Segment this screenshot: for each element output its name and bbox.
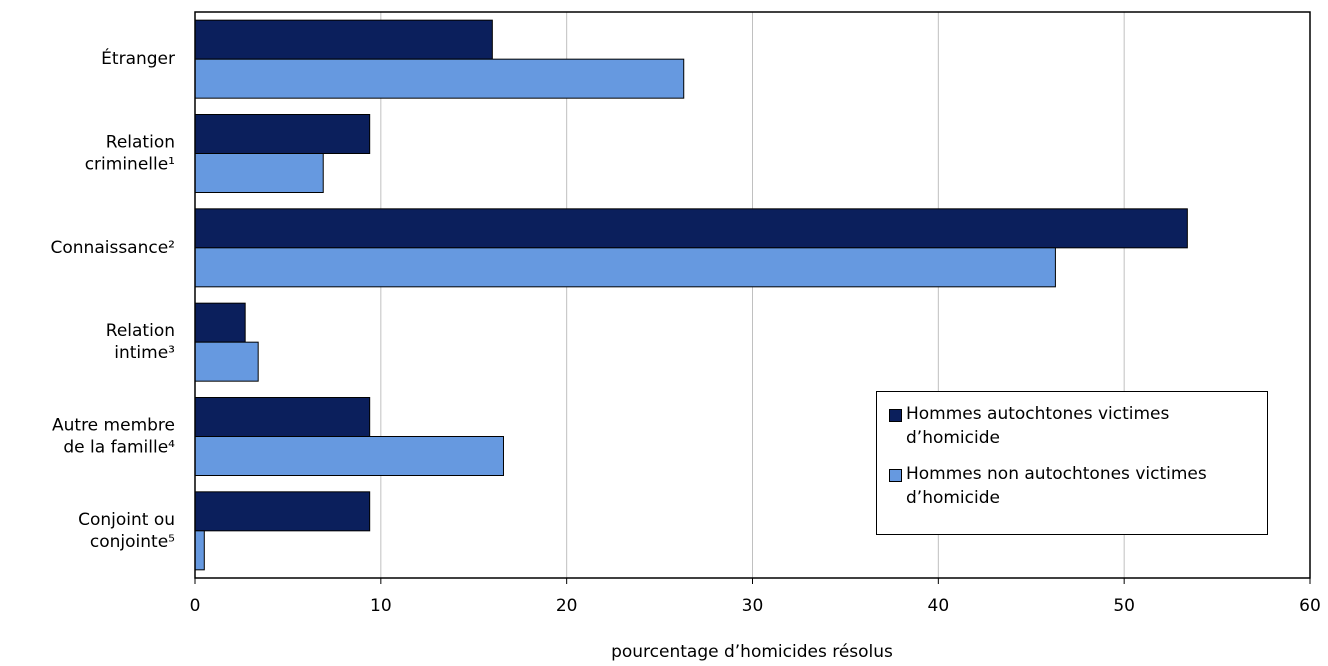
bar	[194, 302, 246, 343]
bar	[194, 341, 259, 382]
y-tick-label: Autre membre de la famille⁴	[52, 416, 175, 458]
bar	[194, 208, 1188, 249]
bar	[194, 436, 504, 476]
bar	[194, 530, 205, 571]
legend-label: Hommes non autochtones victimes d’homici…	[906, 464, 1207, 508]
bar	[194, 153, 324, 193]
y-tick-label: Connaissance²	[51, 238, 176, 258]
bar	[194, 397, 371, 437]
bar	[194, 491, 371, 532]
legend-swatch	[889, 469, 902, 482]
x-tick-label: 40	[928, 596, 950, 616]
plot-border	[194, 11, 1311, 579]
legend-item: Hommes non autochtones victimes d’homici…	[889, 462, 1255, 510]
bar	[194, 247, 1056, 288]
x-tick-label: 60	[1299, 596, 1321, 616]
y-tick-label: Relation criminelle¹	[85, 133, 175, 175]
bar	[194, 19, 493, 60]
x-tick-label: 50	[1113, 596, 1135, 616]
y-tick-label: Relation intime³	[106, 321, 175, 363]
x-tick-label: 20	[556, 596, 578, 616]
legend: Hommes autochtones victimes d’homicide Ho…	[876, 391, 1268, 535]
bar	[194, 58, 685, 99]
bar	[194, 114, 371, 154]
y-tick-label: Étranger	[101, 47, 175, 69]
legend-item: Hommes autochtones victimes d’homicide	[889, 402, 1255, 450]
x-tick-label: 30	[742, 596, 764, 616]
x-axis-label: pourcentage d’homicides résolus	[611, 642, 893, 662]
legend-swatch	[889, 409, 902, 422]
y-tick-label: Conjoint ou conjointe⁵	[78, 510, 175, 552]
x-tick-label: 0	[190, 596, 201, 616]
legend-label: Hommes autochtones victimes d’homicide	[906, 404, 1170, 448]
x-tick-label: 10	[370, 596, 392, 616]
